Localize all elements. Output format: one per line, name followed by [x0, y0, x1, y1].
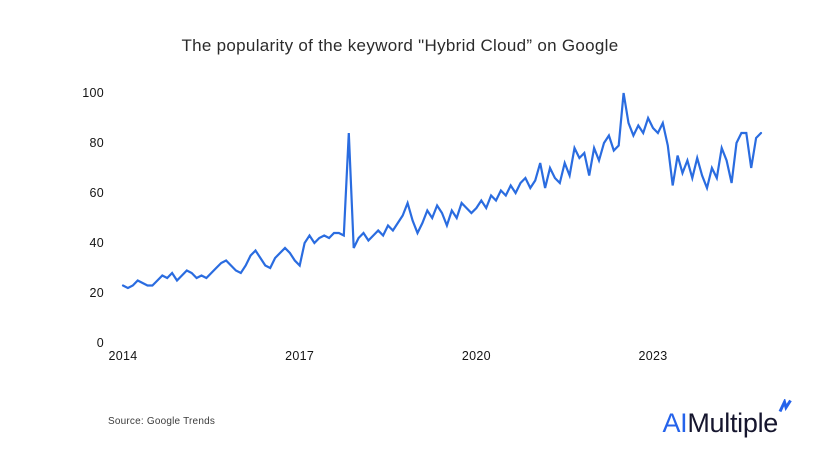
x-tick-label: 2020 — [461, 349, 491, 363]
logo-ai-text: AI — [662, 408, 688, 438]
x-tick-label: 2017 — [285, 349, 315, 363]
y-tick-label: 60 — [89, 186, 104, 200]
chart-title: The popularity of the keyword "Hybrid Cl… — [181, 36, 619, 55]
source-note: Source: Google Trends — [108, 416, 216, 427]
y-tick-label: 20 — [89, 286, 104, 300]
brand-logo: AIMultiple — [662, 399, 792, 439]
y-tick-label: 100 — [82, 86, 104, 100]
y-tick-label: 80 — [89, 136, 104, 150]
logo-multiple-text: Multiple — [687, 408, 778, 438]
x-tick-label: 2014 — [108, 349, 138, 363]
trend-line — [121, 92, 763, 290]
lightning-bolt-icon — [778, 399, 792, 413]
y-tick-label: 40 — [89, 236, 104, 250]
y-tick-label: 0 — [96, 336, 104, 350]
x-tick-label: 2023 — [638, 349, 668, 363]
